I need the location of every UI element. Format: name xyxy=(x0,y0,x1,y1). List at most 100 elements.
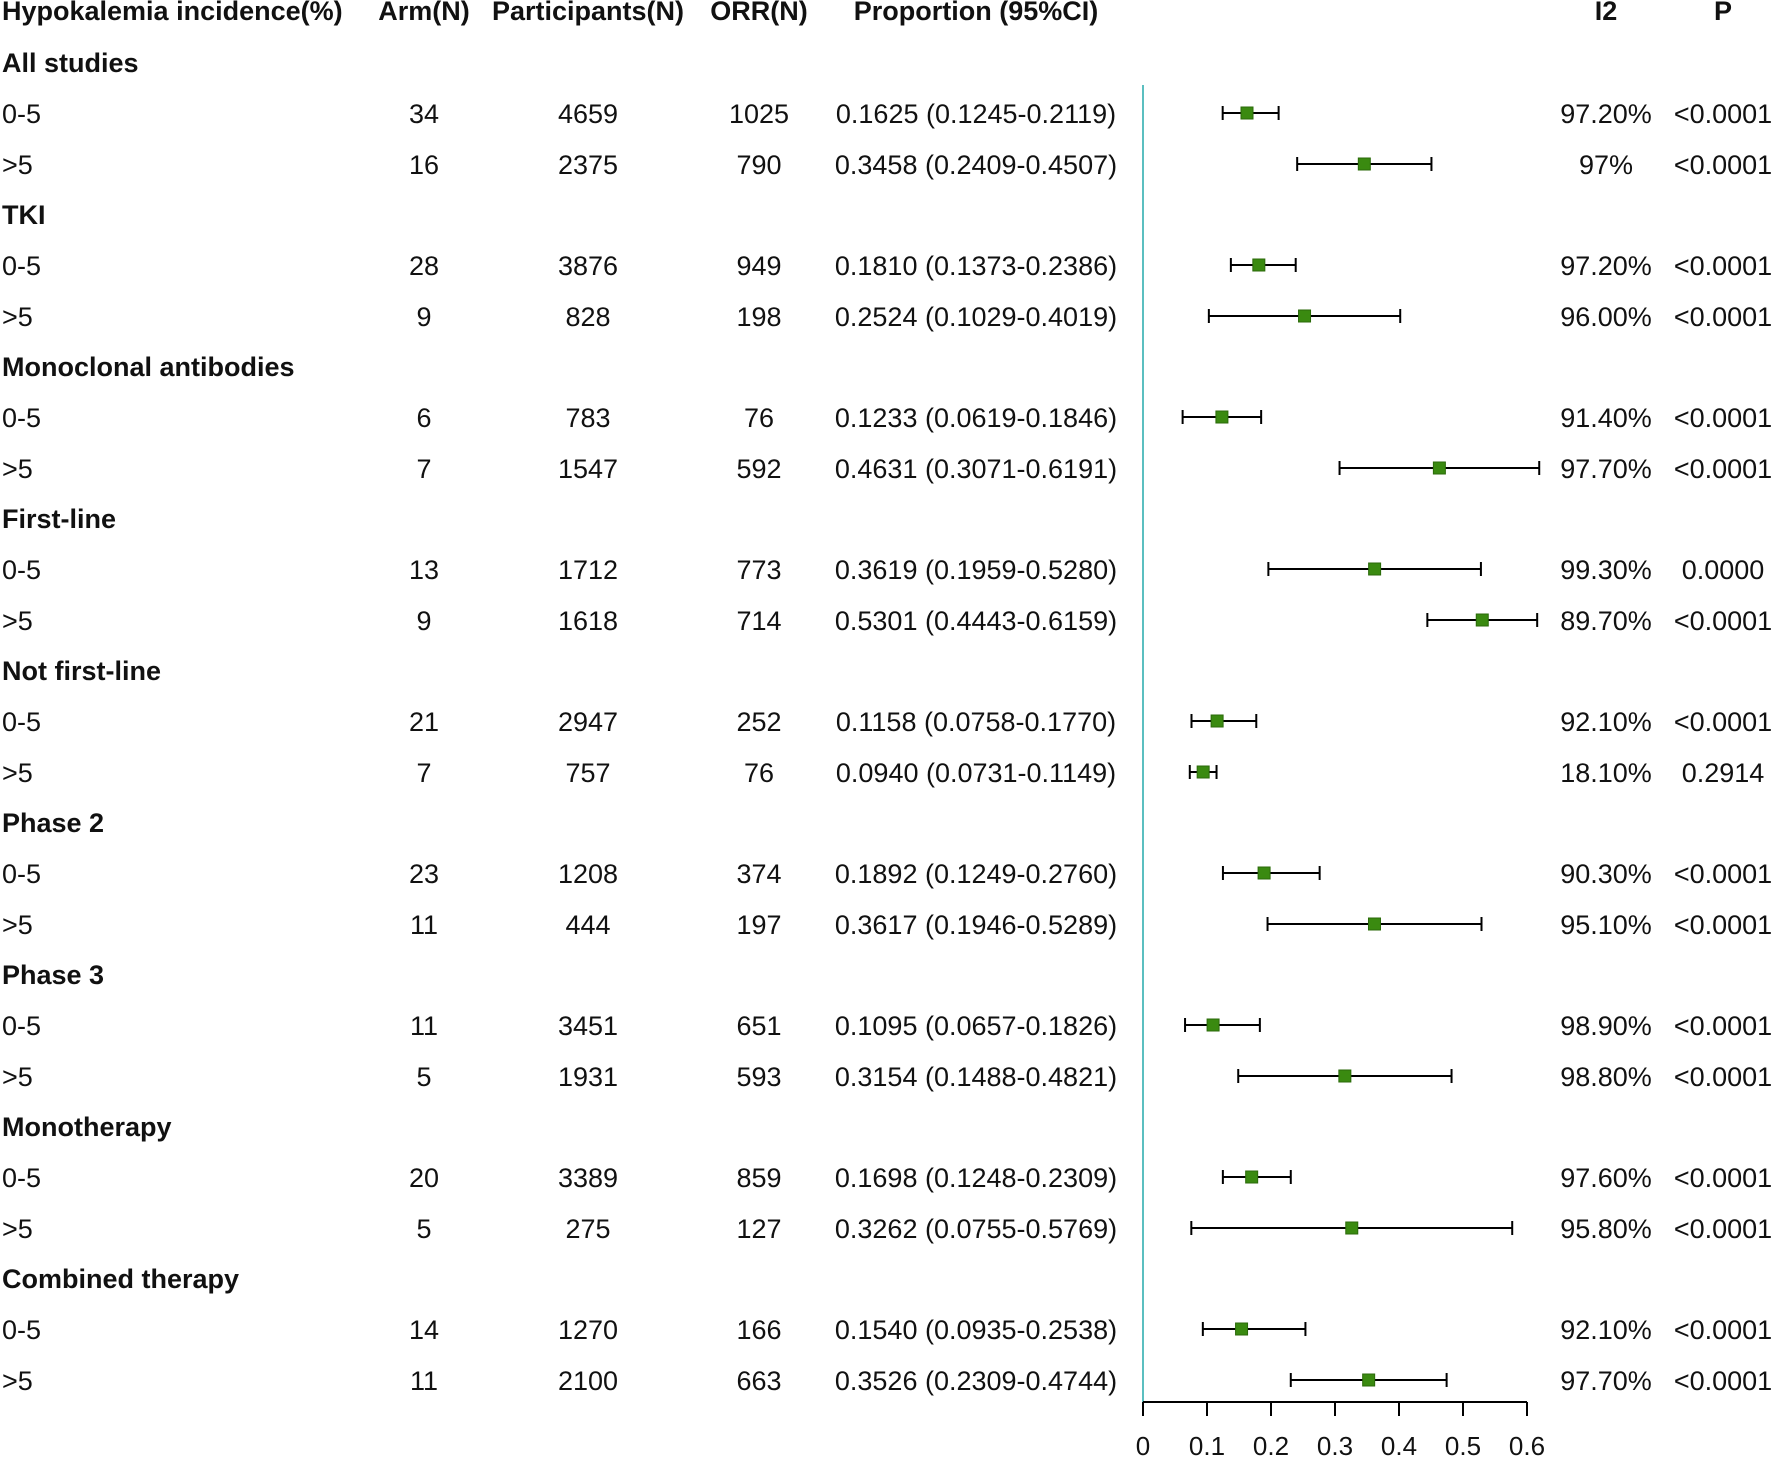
estimate-marker xyxy=(1475,613,1489,627)
row-subgroup-label: >5 xyxy=(2,454,33,484)
table-body: All studies 0-5 34 4659 1025 0.1625 (0.1245-0… xyxy=(2,48,1772,1396)
table-row: 0-5 14 1270 166 0.1540 (0.0935-0.2538) 92.10%… xyxy=(2,1315,1772,1345)
row-i2-value: 96.00% xyxy=(1560,302,1652,332)
row-arm-value: 16 xyxy=(409,150,439,180)
row-arm-value: 28 xyxy=(409,251,439,281)
row-i2-value: 92.10% xyxy=(1560,1315,1652,1345)
row-p-value: <0.0001 xyxy=(1674,606,1772,636)
row-arm-value: 5 xyxy=(416,1062,431,1092)
row-orr-value: 127 xyxy=(736,1214,781,1244)
row-orr-value: 949 xyxy=(736,251,781,281)
row-i2-value: 97.20% xyxy=(1560,99,1652,129)
x-tick-label: 0.6 xyxy=(1509,1431,1545,1461)
row-participants-value: 2100 xyxy=(558,1366,618,1396)
estimate-marker xyxy=(1368,562,1382,576)
row-p-value: <0.0001 xyxy=(1674,454,1772,484)
row-p-value: <0.0001 xyxy=(1674,859,1772,889)
row-p-value: <0.0001 xyxy=(1674,150,1772,180)
row-p-value: <0.0001 xyxy=(1674,251,1772,281)
row-orr-value: 859 xyxy=(736,1163,781,1193)
row-orr-value: 76 xyxy=(744,758,774,788)
estimate-marker xyxy=(1252,258,1266,272)
estimate-marker xyxy=(1338,1069,1352,1083)
row-proportion-value: 0.1810 (0.1373-0.2386) xyxy=(835,251,1117,281)
estimate-marker xyxy=(1215,410,1229,424)
row-orr-value: 198 xyxy=(736,302,781,332)
row-p-value: <0.0001 xyxy=(1674,1366,1772,1396)
row-participants-value: 757 xyxy=(565,758,610,788)
row-i2-value: 95.80% xyxy=(1560,1214,1652,1244)
row-arm-value: 20 xyxy=(409,1163,439,1193)
row-subgroup-label: >5 xyxy=(2,910,33,940)
column-header-participants: Participants(N) xyxy=(492,0,684,26)
row-participants-value: 2375 xyxy=(558,150,618,180)
group-label: Not first-line xyxy=(2,656,161,686)
column-header-p: P xyxy=(1714,0,1732,26)
row-subgroup-label: 0-5 xyxy=(2,1315,41,1345)
row-i2-value: 98.90% xyxy=(1560,1011,1652,1041)
row-proportion-value: 0.1892 (0.1249-0.2760) xyxy=(835,859,1117,889)
estimate-marker xyxy=(1245,1170,1259,1184)
row-arm-value: 9 xyxy=(416,302,431,332)
column-header-arm: Arm(N) xyxy=(378,0,470,26)
row-participants-value: 275 xyxy=(565,1214,610,1244)
row-orr-value: 714 xyxy=(736,606,781,636)
group-label: TKI xyxy=(2,200,46,230)
group-label: All studies xyxy=(2,48,139,78)
table-row: 0-5 20 3389 859 0.1698 (0.1248-0.2309) 97.60%… xyxy=(2,1163,1772,1193)
row-orr-value: 197 xyxy=(736,910,781,940)
table-row: >5 7 1547 592 0.4631 (0.3071-0.6191) 97.70% <0… xyxy=(2,454,1772,484)
row-p-value: 0.2914 xyxy=(1682,758,1765,788)
row-i2-value: 90.30% xyxy=(1560,859,1652,889)
table-row: 0-5 13 1712 773 0.3619 (0.1959-0.5280) 99.30%… xyxy=(2,555,1764,585)
row-subgroup-label: >5 xyxy=(2,150,33,180)
row-orr-value: 76 xyxy=(744,403,774,433)
row-proportion-value: 0.1095 (0.0657-0.1826) xyxy=(835,1011,1117,1041)
column-header-subgroup: Hypokalemia incidence(%) xyxy=(2,0,343,26)
row-i2-value: 99.30% xyxy=(1560,555,1652,585)
x-axis: 0 0.1 0.2 0.3 0.4 0.5 0.6 xyxy=(1136,1401,1545,1461)
table-row: 0-5 6 783 76 0.1233 (0.0619-0.1846) 91.40% <0.… xyxy=(2,403,1772,433)
group-label: Monotherapy xyxy=(2,1112,172,1142)
table-row: 0-5 11 3451 651 0.1095 (0.0657-0.1826) 98.90%… xyxy=(2,1011,1772,1041)
group-label: First-line xyxy=(2,504,116,534)
estimate-marker xyxy=(1257,866,1271,880)
column-header-orr: ORR(N) xyxy=(710,0,807,26)
row-proportion-value: 0.3262 (0.0755-0.5769) xyxy=(835,1214,1117,1244)
row-proportion-value: 0.1698 (0.1248-0.2309) xyxy=(835,1163,1117,1193)
row-i2-value: 98.80% xyxy=(1560,1062,1652,1092)
estimate-marker xyxy=(1362,1373,1376,1387)
group-label: Phase 3 xyxy=(2,960,104,990)
row-subgroup-label: 0-5 xyxy=(2,859,41,889)
table-header: Hypokalemia incidence(%) Arm(N) Particip… xyxy=(2,0,1732,26)
estimate-marker xyxy=(1240,106,1254,120)
row-subgroup-label: >5 xyxy=(2,302,33,332)
group-label: Combined therapy xyxy=(2,1264,239,1294)
row-i2-value: 89.70% xyxy=(1560,606,1652,636)
row-participants-value: 1931 xyxy=(558,1062,618,1092)
row-proportion-value: 0.0940 (0.0731-0.1149) xyxy=(836,758,1116,788)
estimate-marker xyxy=(1298,309,1312,323)
row-arm-value: 9 xyxy=(416,606,431,636)
row-orr-value: 773 xyxy=(736,555,781,585)
row-subgroup-label: 0-5 xyxy=(2,707,41,737)
row-orr-value: 593 xyxy=(736,1062,781,1092)
row-i2-value: 97% xyxy=(1579,150,1633,180)
row-orr-value: 651 xyxy=(736,1011,781,1041)
row-proportion-value: 0.2524 (0.1029-0.4019) xyxy=(835,302,1117,332)
estimate-marker xyxy=(1210,714,1224,728)
table-row: >5 5 275 127 0.3262 (0.0755-0.5769) 95.80% <0.… xyxy=(2,1214,1772,1244)
row-proportion-value: 0.3619 (0.1959-0.5280) xyxy=(835,555,1117,585)
row-orr-value: 1025 xyxy=(729,99,789,129)
table-row: >5 11 2100 663 0.3526 (0.2309-0.4744) 97.70% <… xyxy=(2,1366,1772,1396)
table-row: 0-5 23 1208 374 0.1892 (0.1249-0.2760) 90.30%… xyxy=(2,859,1772,889)
table-row: >5 11 444 197 0.3617 (0.1946-0.5289) 95.10% <0… xyxy=(2,910,1772,940)
row-arm-value: 21 xyxy=(409,707,439,737)
x-tick-label: 0.4 xyxy=(1381,1431,1417,1461)
row-participants-value: 3451 xyxy=(558,1011,618,1041)
column-header-proportion: Proportion (95%CI) xyxy=(854,0,1099,26)
row-arm-value: 14 xyxy=(409,1315,439,1345)
row-subgroup-label: 0-5 xyxy=(2,555,41,585)
row-subgroup-label: 0-5 xyxy=(2,99,41,129)
